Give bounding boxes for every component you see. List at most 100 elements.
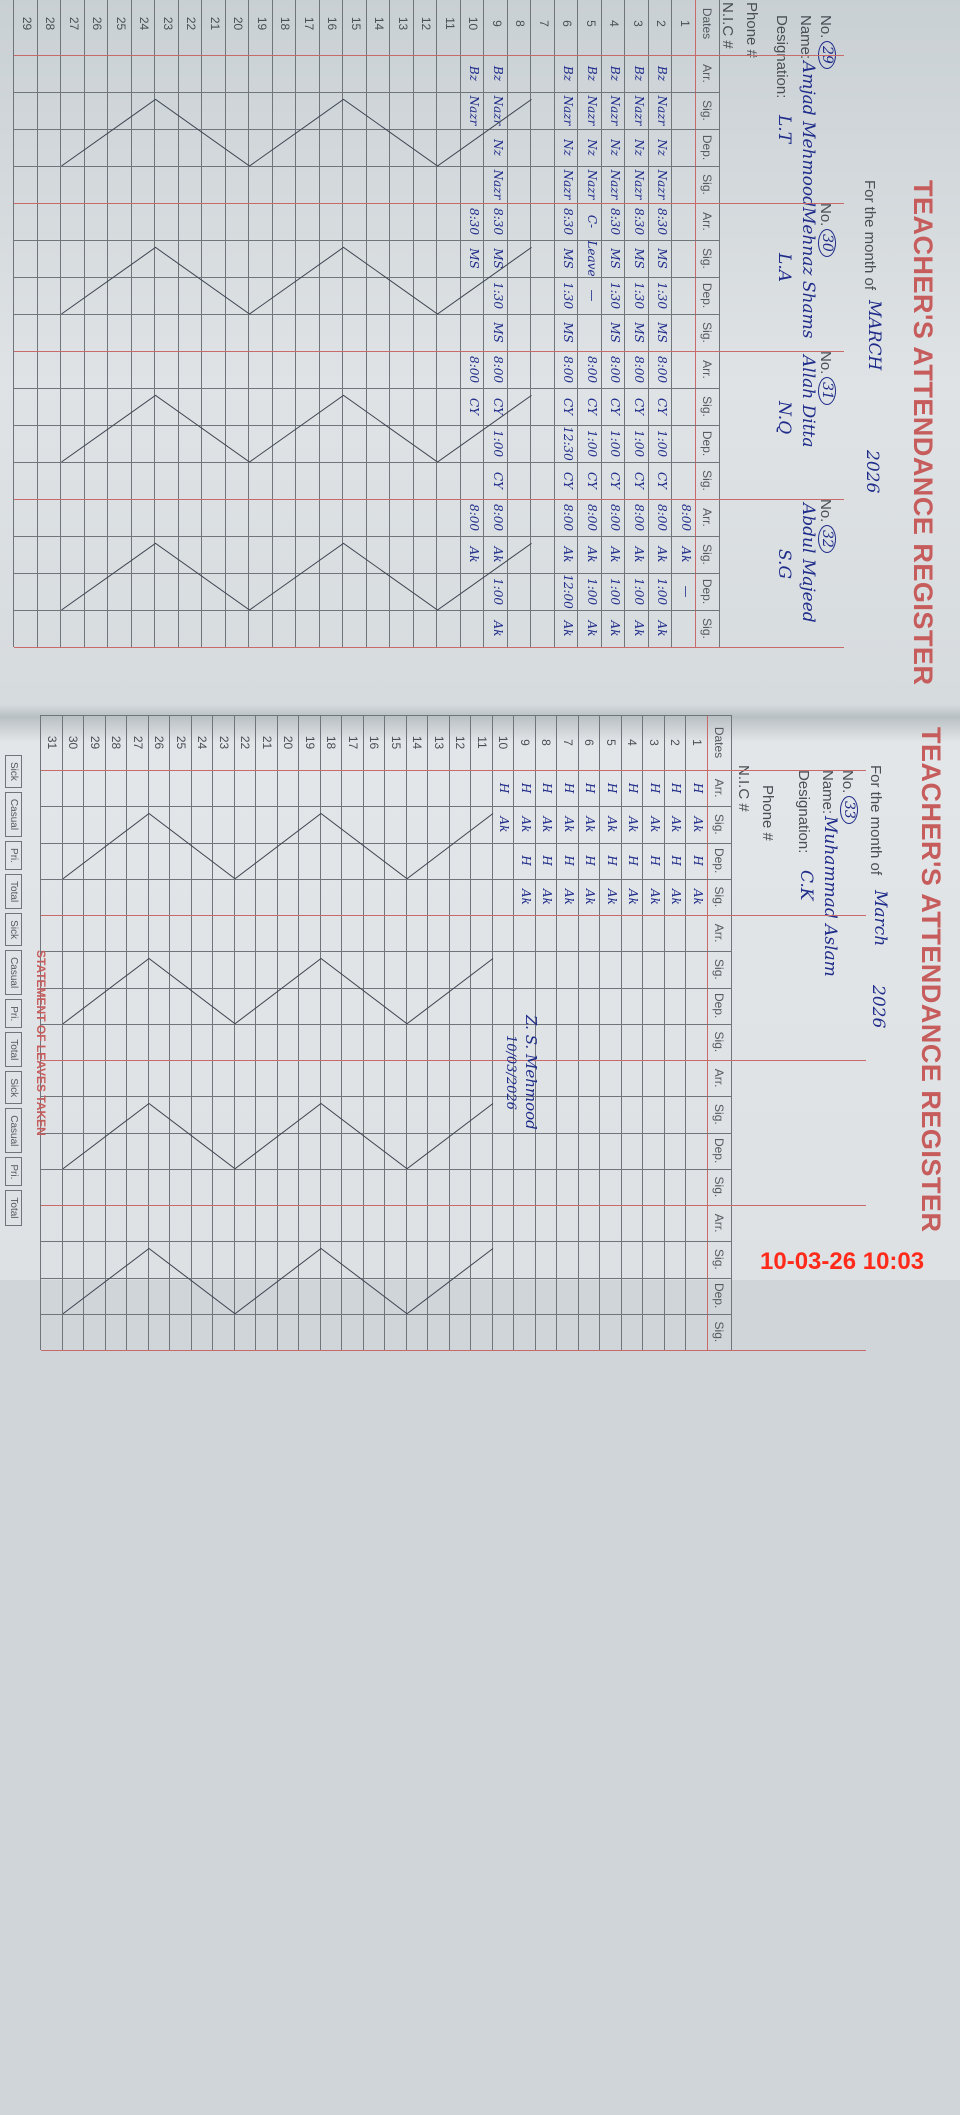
attendance-cell: Ak [585,620,599,637]
grid-line [685,715,687,1350]
date-cell: 7 [561,739,575,746]
grid-line [427,715,429,1350]
attendance-cell: Nazr [632,169,646,200]
attendance-cell: 12:00 [561,574,576,609]
grid-line [413,0,414,647]
grid-line [41,1168,732,1170]
date-cell: 5 [584,20,598,27]
date-cell: 8 [539,739,554,746]
column-header-sig: Sig. [700,248,714,269]
grid-line [14,351,844,352]
attendance-cell: Ak [562,888,576,905]
statement-column-header: Pri. [5,999,22,1029]
grid-line [671,0,673,647]
attendance-cell: Ak [491,546,505,563]
attendance-cell: Ak [519,816,533,833]
date-cell: 1 [678,20,692,27]
nic-label: N.I.C # [719,2,736,49]
grid-line [460,0,461,647]
column-header-arr: Arr. [712,1213,726,1233]
grid-line [212,715,214,1350]
attendance-cell: Ak [540,816,555,833]
right-page: TEACHER'S ATTENDANCE REGISTER For the mo… [0,715,960,1351]
attendance-cell: Ak [605,816,619,833]
column-header-arr: Arr. [700,508,714,527]
attendance-cell: 8:00 [467,504,482,531]
cancel-zigzag-line [62,1102,494,1170]
attendance-cell: MS [608,248,623,269]
teacher-no-label: No. [839,770,856,794]
date-cell: 6 [560,20,575,27]
attendance-cell: 1:00 [491,430,505,457]
grid-line [41,1313,732,1315]
column-header-arr: Arr. [700,212,714,231]
date-cell: 27 [67,16,81,31]
grid-line [449,715,450,1350]
grid-line [695,0,696,647]
date-cell: 17 [302,16,316,31]
grid-line [14,499,844,500]
date-cell: 17 [346,735,360,750]
date-cell: 23 [161,16,175,31]
attendance-cell: 8:00 [655,356,670,383]
attendance-cell: Leave [585,240,599,277]
grid-line [14,647,844,648]
attendance-cell: Ak [562,816,576,833]
attendance-cell: CY [561,397,576,416]
month-label: For the month of [861,180,878,291]
designation-label: Designation: [795,770,812,854]
attendance-cell: Ak [648,888,662,905]
grid-line [556,715,558,1350]
date-cell: 18 [324,735,339,750]
column-header-dep: Dep. [712,992,726,1019]
date-cell: 3 [647,739,661,746]
attendance-cell: CY [632,397,646,416]
attendance-cell: 8:00 [561,356,576,383]
grid-line [126,715,128,1350]
column-header-arr: Arr. [700,360,714,379]
attendance-cell: Ak [648,816,662,833]
column-header-arr: Arr. [700,64,714,83]
attendance-cell: Bz [608,65,623,82]
column-header-arr: Arr. [712,778,726,798]
date-cell: 10 [466,16,481,31]
column-header-sig: Sig. [700,322,714,343]
date-cell: 12 [453,735,468,750]
attendance-cell: Bz [632,65,646,82]
attendance-cell: CY [467,397,482,416]
grid-line [363,715,364,1350]
attendance-cell: Ak [669,888,684,905]
attendance-cell: 8:30 [632,208,646,235]
grid-line [37,0,38,647]
attendance-cell: 8:30 [561,208,576,235]
grid-line [272,0,273,647]
grid-line [201,0,203,647]
attendance-cell: 8:00 [561,504,576,531]
teacher-no-value: 30 [818,229,838,257]
attendance-cell: Nazr [585,169,599,200]
attendance-cell: Nz [585,139,599,156]
cancel-zigzag-line [62,812,494,880]
attendance-cell: 1:00 [585,578,599,605]
verification-signature: Z. S. Mehmood [522,1015,540,1130]
year-value: 2026 [868,985,888,1029]
attendance-cell: Ak [561,546,576,563]
statement-column-header: Total [5,1190,22,1226]
statement-column-header: Pri. [5,841,22,871]
date-cell: 22 [238,735,253,750]
attendance-cell: Bz [467,65,482,82]
grid-line [731,715,732,1350]
attendance-cell: Nazr [467,95,482,126]
attendance-cell: Ak [655,620,670,637]
column-header-sig: Sig. [712,959,726,980]
attendance-cell: Ak [632,546,646,563]
attendance-cell: 8:00 [491,504,505,531]
date-cell: 19 [255,16,269,31]
attendance-cell: 12:30 [561,426,576,461]
attendance-cell: H [669,782,684,794]
grid-line [41,1023,732,1025]
attendance-cell: 1:00 [655,578,670,605]
attendance-cell: Nz [491,139,505,156]
grid-line [513,715,515,1350]
teacher-name: Allah Ditta [798,355,818,448]
